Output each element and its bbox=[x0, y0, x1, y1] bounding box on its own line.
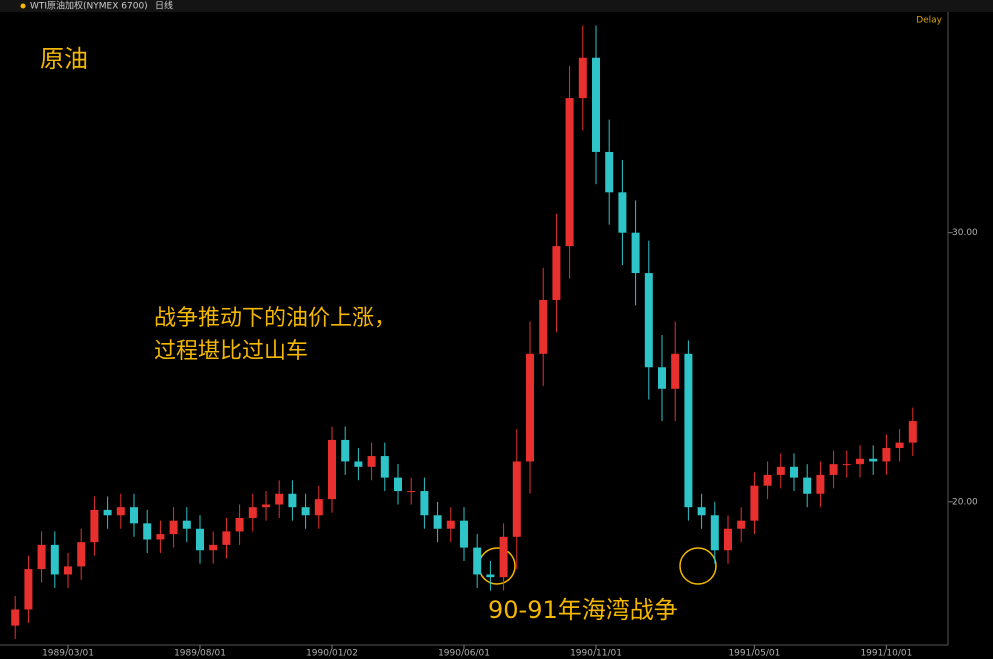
candle-body bbox=[578, 57, 587, 99]
candle-body bbox=[842, 464, 851, 466]
candle-body bbox=[222, 531, 231, 545]
candle-body bbox=[367, 456, 376, 467]
x-tick-label: 1989/08/01 bbox=[174, 649, 226, 659]
candle-body bbox=[776, 466, 785, 475]
header-bar bbox=[0, 0, 993, 12]
candle-body bbox=[103, 509, 112, 516]
candle-body bbox=[790, 466, 798, 478]
candle-body bbox=[565, 98, 574, 247]
candle-body bbox=[182, 520, 191, 529]
chart-title: 原油 bbox=[40, 45, 88, 73]
candle-body bbox=[130, 507, 138, 524]
candle-body bbox=[499, 536, 508, 578]
status-dot bbox=[20, 3, 26, 9]
candle-body bbox=[420, 491, 429, 516]
x-tick-label: 1991/05/01 bbox=[728, 649, 780, 659]
candle-body bbox=[50, 544, 59, 575]
candle-body bbox=[512, 461, 521, 537]
candle-body bbox=[908, 421, 917, 443]
candle-body bbox=[394, 477, 402, 492]
candle-body bbox=[895, 442, 904, 448]
candle-body bbox=[684, 353, 693, 508]
candle-body bbox=[671, 353, 680, 389]
candle-body bbox=[301, 507, 310, 516]
candle-body bbox=[143, 523, 152, 540]
candle-body bbox=[314, 499, 323, 516]
candle-body bbox=[829, 464, 838, 475]
y-tick-label: 30.00 bbox=[952, 228, 978, 238]
candle-body bbox=[196, 528, 204, 551]
candle-body bbox=[803, 477, 812, 494]
highlight-circle bbox=[679, 547, 717, 585]
candle-body bbox=[631, 232, 640, 274]
candle-body bbox=[262, 504, 270, 508]
candle-body bbox=[710, 515, 719, 551]
candle-body bbox=[90, 509, 99, 543]
x-tick-label: 1991/10/01 bbox=[860, 649, 912, 659]
annotation: 战争推动下的油价上涨， bbox=[154, 306, 396, 331]
candle-body bbox=[737, 520, 746, 529]
candle-body bbox=[341, 439, 350, 462]
candle-body bbox=[869, 458, 878, 462]
annotation: 过程堪比过山车 bbox=[154, 339, 308, 364]
candle-body bbox=[539, 299, 548, 354]
candle-body bbox=[156, 534, 165, 540]
candle-body bbox=[116, 507, 125, 516]
candle-body bbox=[24, 569, 33, 610]
candle-body bbox=[816, 474, 825, 494]
candle-body bbox=[526, 353, 534, 462]
candle-body bbox=[592, 57, 600, 152]
y-tick-label: 20.00 bbox=[952, 497, 978, 507]
candle-body bbox=[724, 528, 732, 551]
candle-body bbox=[750, 485, 759, 521]
candle-body bbox=[446, 520, 455, 529]
candle-body bbox=[354, 461, 363, 467]
candle-body bbox=[169, 520, 178, 535]
delay-label: Delay bbox=[916, 16, 942, 26]
candle-body bbox=[11, 609, 20, 626]
annotation: 90-91年海湾战争 bbox=[488, 596, 678, 624]
x-tick-label: 1990/01/02 bbox=[306, 649, 358, 659]
candle-body bbox=[882, 447, 891, 462]
candle-body bbox=[433, 515, 442, 529]
x-tick-label: 1989/03/01 bbox=[42, 649, 94, 659]
candle-body bbox=[248, 507, 257, 518]
candle-body bbox=[209, 544, 218, 551]
candle-body bbox=[473, 547, 482, 575]
candle-body bbox=[288, 493, 297, 508]
candle-body bbox=[552, 246, 561, 300]
candle-body bbox=[328, 439, 336, 500]
candle-body bbox=[275, 493, 284, 505]
candle-body bbox=[486, 574, 495, 578]
candle-body bbox=[856, 458, 864, 465]
candle-body bbox=[763, 474, 772, 486]
instrument-name[interactable]: WTI原油加权(NYMEX 6700) bbox=[30, 0, 148, 12]
candle-body bbox=[697, 507, 706, 516]
candle-body bbox=[605, 151, 614, 193]
candle-body bbox=[380, 456, 389, 478]
candle-body bbox=[77, 542, 86, 567]
x-tick-label: 1990/06/01 bbox=[438, 649, 490, 659]
candle-body bbox=[644, 273, 653, 368]
candle-body bbox=[235, 517, 244, 532]
x-tick-label: 1990/11/01 bbox=[570, 649, 622, 659]
candle-body bbox=[618, 192, 627, 233]
candle-body bbox=[64, 566, 72, 575]
period[interactable]: 日线 bbox=[155, 0, 173, 12]
candle-body bbox=[658, 367, 666, 389]
candle-body bbox=[407, 491, 416, 493]
candle-body bbox=[460, 520, 468, 548]
highlight-circle bbox=[478, 547, 516, 585]
candle-body bbox=[37, 544, 46, 570]
